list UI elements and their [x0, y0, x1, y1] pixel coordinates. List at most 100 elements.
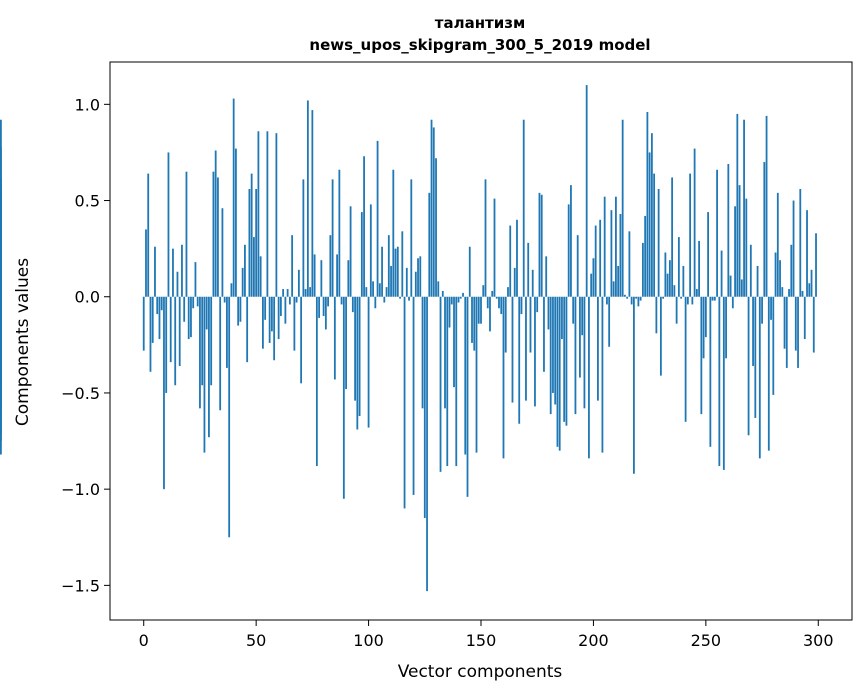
bar	[603, 196, 606, 297]
bar	[275, 133, 278, 297]
bar	[480, 296, 482, 324]
bar	[151, 296, 154, 343]
bar	[583, 296, 586, 409]
bar	[653, 173, 656, 297]
bar	[297, 269, 300, 297]
bar	[468, 246, 471, 297]
bar	[239, 296, 242, 322]
bar	[511, 296, 514, 403]
bar	[581, 296, 584, 336]
bar	[734, 206, 736, 297]
bar	[790, 244, 793, 297]
y-tick-label: −0.5	[61, 384, 100, 403]
bar	[149, 296, 152, 372]
bar	[342, 296, 345, 499]
bar	[673, 285, 676, 297]
bar	[448, 296, 451, 328]
bar	[394, 248, 397, 297]
bar	[635, 296, 638, 299]
bar	[493, 198, 496, 297]
bar	[745, 198, 748, 297]
bar	[347, 260, 350, 297]
bar	[507, 287, 509, 297]
bar	[522, 119, 525, 297]
bar	[432, 127, 435, 297]
bar	[401, 231, 404, 297]
bar	[543, 296, 545, 372]
bar	[637, 296, 640, 307]
bar	[381, 246, 383, 297]
bar	[378, 283, 381, 297]
bar	[392, 169, 395, 297]
bar	[412, 296, 415, 495]
bar	[315, 296, 318, 467]
bar	[561, 296, 563, 340]
bar	[749, 244, 752, 297]
bar	[574, 296, 577, 415]
bar	[288, 296, 291, 305]
bar	[390, 265, 392, 297]
bar	[237, 296, 240, 326]
bar	[268, 296, 271, 343]
bar	[369, 204, 372, 297]
bar	[776, 192, 779, 297]
bar	[486, 296, 489, 309]
bar	[639, 296, 642, 301]
bar	[531, 269, 534, 297]
y-axis-label: Components values	[13, 258, 33, 426]
bar	[250, 173, 253, 297]
bar	[205, 296, 208, 330]
bar	[419, 256, 422, 297]
bar	[248, 188, 251, 297]
bar	[563, 296, 566, 422]
bar	[360, 212, 363, 297]
bar	[572, 296, 575, 324]
bar	[707, 212, 709, 297]
bar	[608, 296, 611, 347]
bar	[446, 296, 449, 467]
bar	[617, 265, 620, 297]
bar	[529, 296, 532, 353]
bar	[788, 289, 790, 297]
bar	[713, 296, 716, 301]
bar	[145, 229, 147, 297]
bar	[628, 231, 631, 297]
bar	[767, 296, 770, 451]
bar	[756, 265, 759, 297]
bar	[810, 269, 813, 297]
bar	[270, 296, 273, 332]
x-axis-ticks: 0 50 100 150 200 250 300	[139, 620, 834, 650]
bar	[374, 296, 377, 309]
bar	[410, 179, 413, 297]
bar	[253, 237, 255, 297]
bar	[291, 235, 294, 297]
bar	[165, 296, 168, 393]
bar	[590, 273, 593, 297]
bar	[540, 194, 543, 297]
x-tick-label: 150	[466, 631, 497, 650]
bar	[367, 296, 370, 428]
bar	[176, 271, 179, 297]
bar	[0, 185, 2, 297]
bar	[619, 214, 622, 297]
bar	[516, 219, 518, 297]
bar	[192, 296, 195, 309]
bar	[217, 177, 219, 297]
bar	[212, 171, 215, 297]
y-tick-label: 1.0	[75, 95, 100, 114]
bar	[201, 296, 204, 386]
bar	[385, 287, 388, 297]
bar	[466, 296, 469, 497]
bar	[459, 296, 462, 299]
bar	[504, 296, 507, 353]
bar	[428, 192, 431, 297]
bar	[743, 119, 745, 297]
bar	[648, 152, 651, 297]
bar	[210, 296, 213, 386]
bar	[0, 296, 2, 442]
bar	[545, 256, 548, 297]
bar	[246, 296, 249, 363]
bar	[702, 296, 705, 359]
x-tick-label: 50	[246, 631, 266, 650]
